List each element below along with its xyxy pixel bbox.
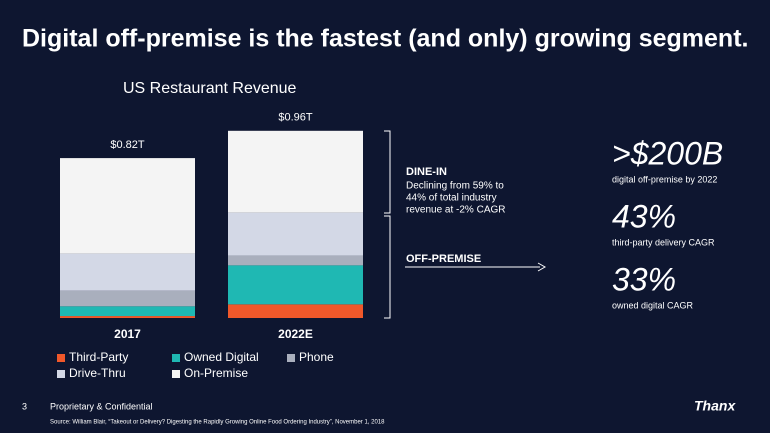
legend-label: Phone bbox=[299, 350, 334, 364]
bar-segment bbox=[228, 304, 363, 318]
legend-swatch bbox=[172, 354, 180, 362]
legend-label: Owned Digital bbox=[184, 350, 259, 364]
bar-segment bbox=[60, 290, 195, 307]
source: Source: William Blair, “Takeout or Deliv… bbox=[50, 420, 385, 426]
stat-caption: digital off-premise by 2022 bbox=[612, 174, 717, 184]
stat-value: 33% bbox=[612, 261, 676, 297]
stat-caption: owned digital CAGR bbox=[612, 300, 694, 310]
stat-value: >$200B bbox=[612, 135, 723, 171]
bar-segment bbox=[60, 158, 195, 254]
confidential: Proprietary & Confidential bbox=[50, 401, 153, 411]
total-label: $0.82T bbox=[110, 139, 145, 151]
stat-value: 43% bbox=[612, 198, 676, 234]
dine-in-bracket bbox=[384, 130, 391, 214]
x-tick-label: 2017 bbox=[114, 327, 141, 341]
bar-segment bbox=[228, 212, 363, 256]
slide-title: Digital off-premise is the fastest (and … bbox=[22, 25, 748, 53]
legend-label: Third-Party bbox=[69, 350, 128, 364]
bar-segment bbox=[228, 255, 363, 266]
dine-in-text: revenue at -2% CAGR bbox=[406, 205, 506, 216]
off-premise-bracket bbox=[384, 215, 391, 319]
legend-swatch bbox=[57, 370, 65, 378]
total-label: $0.96T bbox=[278, 112, 313, 124]
stat-caption: third-party delivery CAGR bbox=[612, 237, 715, 247]
legend-label: Drive-Thru bbox=[69, 366, 126, 380]
legend-swatch bbox=[172, 370, 180, 378]
dine-in-heading: DINE-IN bbox=[406, 166, 447, 178]
dine-in-text: Declining from 59% to bbox=[406, 181, 504, 192]
legend-swatch bbox=[57, 354, 65, 362]
off-premise-heading: OFF-PREMISE bbox=[406, 253, 481, 265]
bar-segment bbox=[228, 265, 363, 305]
bar-segment bbox=[228, 130, 363, 213]
arrow-head bbox=[537, 262, 547, 272]
bar-segment bbox=[60, 253, 195, 291]
legend-swatch bbox=[287, 354, 295, 362]
page-number: 3 bbox=[22, 401, 27, 411]
legend-label: On-Premise bbox=[184, 366, 248, 380]
x-tick-label: 2022E bbox=[278, 327, 313, 341]
bar-segment bbox=[60, 316, 195, 318]
chart-title: US Restaurant Revenue bbox=[123, 80, 297, 97]
dine-in-text: 44% of total industry bbox=[406, 193, 497, 204]
logo: Thanx bbox=[694, 398, 736, 414]
bar-segment bbox=[60, 306, 195, 317]
